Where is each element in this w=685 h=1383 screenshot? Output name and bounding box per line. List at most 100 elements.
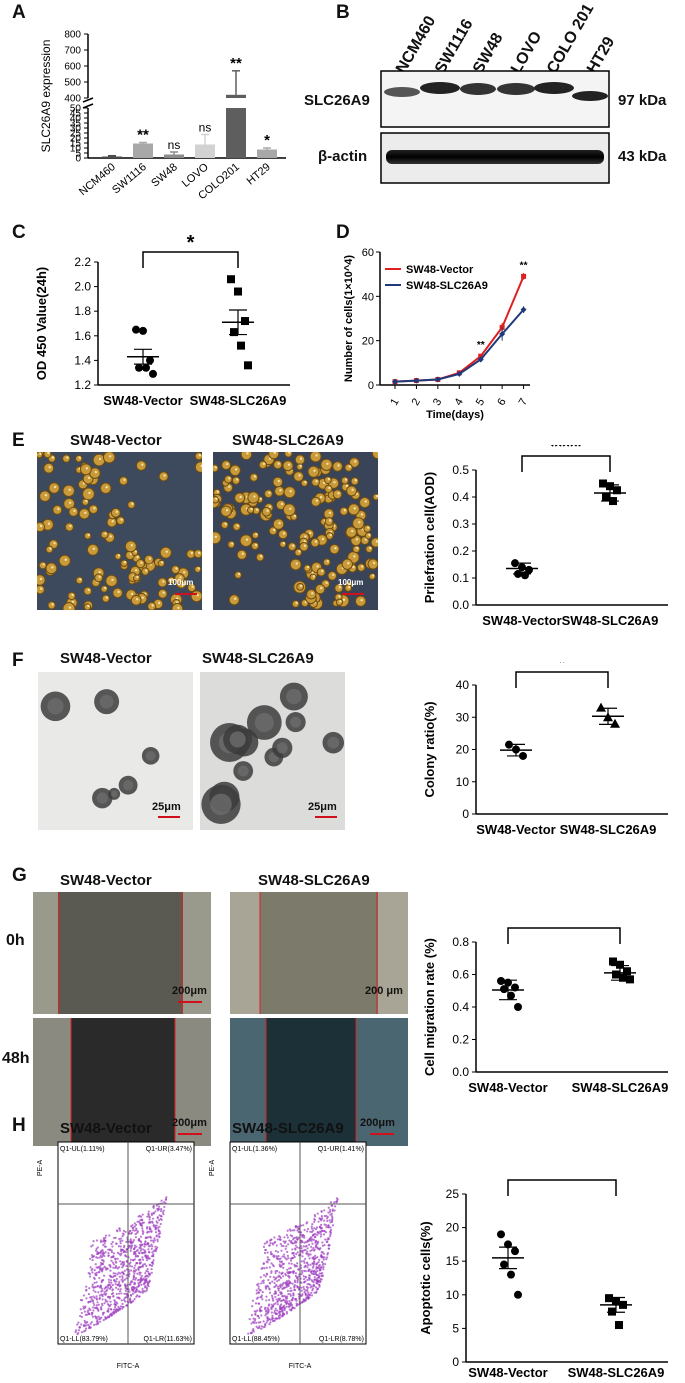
flow-event	[310, 1239, 313, 1242]
cell-blob	[246, 452, 249, 455]
flow-event	[145, 1236, 148, 1239]
cell-blob	[232, 522, 241, 531]
flow-event	[251, 1299, 255, 1302]
cell-blob	[309, 452, 322, 463]
flow-event	[254, 1313, 257, 1316]
flow-event	[140, 1215, 143, 1218]
flow-event	[107, 1254, 110, 1257]
flow-event	[134, 1278, 137, 1281]
cell-blob	[98, 575, 101, 579]
cell-blob	[175, 567, 178, 570]
y-tick-label: 10	[456, 775, 470, 789]
flow-event	[135, 1288, 138, 1291]
flow-event	[79, 1314, 82, 1318]
flow-event	[316, 1212, 319, 1215]
cell-blob	[365, 545, 374, 553]
cell-blob	[198, 454, 202, 457]
bar	[226, 108, 246, 158]
cell-blob	[141, 596, 144, 599]
flow-event	[93, 1277, 96, 1280]
cell-blob	[111, 578, 114, 582]
flow-event	[316, 1269, 319, 1272]
flow-event	[328, 1244, 331, 1247]
flow-event	[124, 1254, 127, 1257]
flow-event	[254, 1318, 257, 1321]
flow-event	[163, 1205, 166, 1209]
bar	[226, 94, 246, 98]
x-tick-label: SW48-Vector	[468, 1080, 547, 1095]
flow-event	[264, 1248, 267, 1252]
cell-blob	[87, 476, 91, 480]
flow-event	[83, 1310, 87, 1313]
flow-event	[284, 1300, 287, 1304]
flow-event	[262, 1262, 265, 1265]
cell-blob	[353, 507, 356, 510]
data-point	[511, 1247, 519, 1256]
flow-event	[128, 1264, 132, 1268]
quadrant-label: Q1-LR(8.78%)	[319, 1336, 364, 1343]
flow-event	[156, 1216, 159, 1219]
flow-event	[322, 1268, 325, 1271]
cell-blob	[62, 484, 75, 498]
x-tick-label: HT29	[245, 161, 273, 187]
flow-event	[144, 1255, 147, 1258]
cell-blob	[325, 532, 334, 540]
flow-event	[118, 1229, 122, 1232]
flow-event	[286, 1297, 289, 1300]
x-tick-label: SW48	[149, 161, 180, 189]
flow-event	[149, 1228, 152, 1231]
flow-event	[139, 1249, 142, 1252]
flow-event	[327, 1211, 330, 1214]
y-tick-label: 1.8	[74, 304, 91, 318]
flow-event	[90, 1295, 93, 1299]
cell-blob	[84, 511, 87, 514]
y-tick-label: 15	[446, 1254, 460, 1268]
cell-blob	[231, 476, 241, 485]
flow-event	[289, 1234, 292, 1237]
flow-event	[101, 1298, 104, 1301]
data-point	[615, 1321, 623, 1330]
flow-event	[287, 1305, 291, 1308]
flow-event	[326, 1256, 329, 1259]
flow-event	[264, 1287, 268, 1290]
flow-event	[130, 1245, 133, 1248]
flow-event	[317, 1220, 320, 1223]
flow-event	[315, 1290, 318, 1293]
data-point	[227, 275, 235, 284]
cell-blob	[48, 465, 51, 469]
cell-blob	[367, 558, 378, 570]
flow-event	[319, 1235, 322, 1238]
f-scale-right: 25μm	[308, 801, 337, 813]
y-tick-label: 0.3	[452, 517, 469, 531]
flow-event	[316, 1233, 319, 1236]
flow-event	[121, 1239, 124, 1242]
flow-event	[151, 1217, 155, 1220]
flow-event	[308, 1293, 311, 1296]
flow-event	[85, 1288, 88, 1291]
flow-event	[324, 1231, 328, 1234]
flow-event	[315, 1263, 318, 1266]
flow-event	[133, 1222, 136, 1225]
flow-event	[98, 1286, 102, 1289]
g-wound-slc26a9-0h	[230, 892, 408, 1014]
y-tick-label: 0.2	[452, 544, 469, 558]
flow-event	[279, 1242, 282, 1246]
flow-event	[118, 1280, 121, 1283]
flow-event	[327, 1247, 330, 1250]
flow-event	[165, 1196, 168, 1199]
flow-event	[102, 1318, 105, 1322]
flow-event	[107, 1252, 110, 1255]
flow-event	[109, 1303, 112, 1306]
flow-event	[95, 1252, 99, 1256]
cell-blob	[197, 567, 200, 570]
cell-blob	[220, 520, 229, 529]
colony	[254, 712, 274, 733]
flow-event	[137, 1284, 141, 1288]
flow-event	[254, 1310, 257, 1313]
flow-event	[95, 1256, 98, 1259]
flow-event	[290, 1239, 293, 1243]
flow-event	[80, 1331, 84, 1334]
data-point	[623, 967, 631, 976]
flow-event	[311, 1280, 314, 1283]
flow-event	[99, 1251, 102, 1255]
